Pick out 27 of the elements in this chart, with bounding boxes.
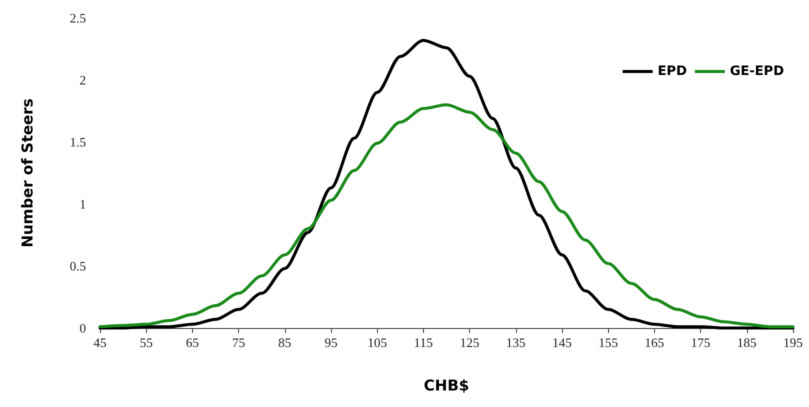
x-tick-label: 55 bbox=[140, 335, 153, 350]
y-tick-label: 0 bbox=[80, 320, 86, 336]
x-tick-label: 75 bbox=[232, 335, 246, 350]
y-tick-label: 0.5 bbox=[70, 258, 86, 274]
legend-label: EPD bbox=[658, 64, 688, 79]
x-tick-label: 85 bbox=[278, 335, 292, 350]
x-tick-label: 105 bbox=[367, 335, 387, 350]
x-axis-title: CHB$ bbox=[424, 376, 470, 394]
y-tick-label: 2 bbox=[80, 72, 86, 88]
x-tick-label: 125 bbox=[460, 335, 480, 350]
x-tick-label: 165 bbox=[644, 335, 664, 350]
y-axis-title: Number of Steers bbox=[18, 98, 36, 248]
x-tick-label: 155 bbox=[598, 335, 618, 350]
legend-label: GE-EPD bbox=[730, 64, 784, 79]
y-tick-label: 1.5 bbox=[70, 134, 86, 150]
x-tick-label: 195 bbox=[783, 335, 803, 350]
x-tick-label: 175 bbox=[690, 335, 710, 350]
x-tick-label: 95 bbox=[324, 335, 338, 350]
y-tick-label: 2.5 bbox=[70, 10, 86, 26]
y-tick-label: 1 bbox=[80, 196, 86, 212]
line-series bbox=[98, 38, 794, 330]
x-tick-label: 65 bbox=[186, 335, 199, 350]
x-tick-label: 115 bbox=[414, 335, 433, 350]
x-tick-label: 45 bbox=[94, 335, 106, 350]
x-tick-label: 185 bbox=[737, 335, 757, 350]
x-tick-label: 135 bbox=[506, 335, 526, 350]
x-tick-label: 145 bbox=[552, 335, 572, 350]
